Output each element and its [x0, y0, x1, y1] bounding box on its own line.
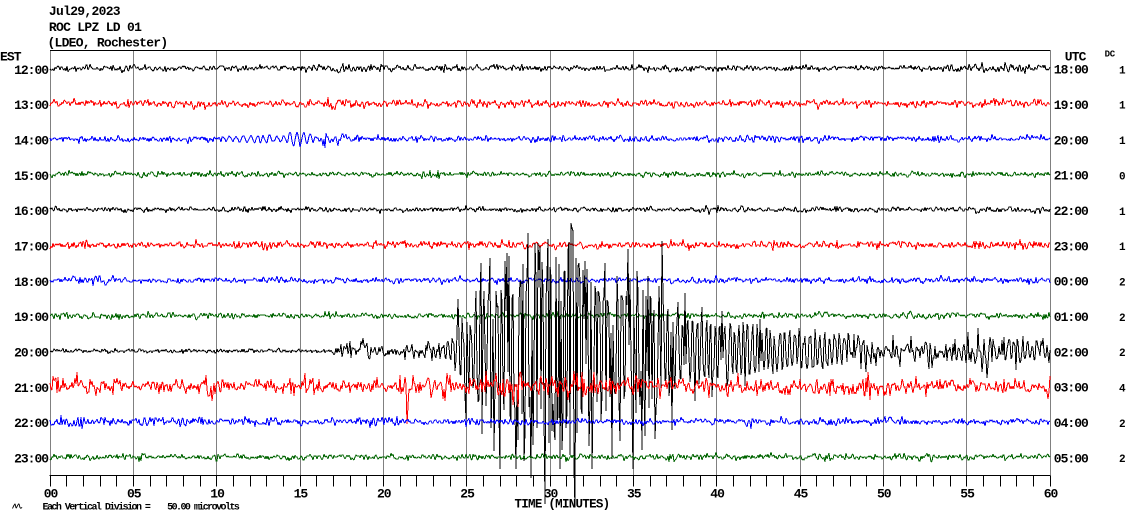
svg-text:EST: EST [0, 50, 22, 65]
svg-text:18:00: 18:00 [1054, 63, 1089, 78]
svg-text:UTC: UTC [1065, 49, 1087, 64]
svg-text:15:00: 15:00 [14, 169, 49, 184]
svg-text:Each Vertical Division = 50: Each Vertical Division = 50.00 microvolt… [43, 501, 240, 513]
svg-text:19:00: 19:00 [1054, 98, 1089, 113]
svg-text:12:00: 12:00 [14, 63, 49, 78]
svg-text:14:00: 14:00 [14, 134, 49, 149]
svg-text:55: 55 [960, 486, 975, 501]
svg-text:05: 05 [127, 486, 142, 501]
svg-text:1: 1 [1119, 136, 1126, 148]
svg-text:1: 1 [1119, 65, 1126, 77]
svg-text:23:00: 23:00 [14, 452, 49, 467]
svg-text:18:00: 18:00 [14, 275, 49, 290]
svg-text:17:00: 17:00 [14, 240, 49, 255]
svg-text:35: 35 [627, 486, 642, 501]
svg-text:1: 1 [1119, 101, 1126, 113]
svg-text:2: 2 [1119, 454, 1126, 466]
svg-text:DC: DC [1105, 50, 1116, 60]
svg-text:05:00: 05:00 [1054, 451, 1089, 466]
svg-text:21:00: 21:00 [14, 381, 49, 396]
svg-text:20:00: 20:00 [14, 346, 49, 361]
svg-text:4: 4 [1119, 384, 1126, 396]
svg-text:02:00: 02:00 [1054, 345, 1089, 360]
svg-text:16:00: 16:00 [14, 204, 49, 219]
svg-text:25: 25 [460, 486, 475, 501]
svg-text:04:00: 04:00 [1054, 416, 1089, 431]
svg-text:(LDEO, Rochester): (LDEO, Rochester) [48, 35, 168, 50]
svg-text:19:00: 19:00 [14, 310, 49, 325]
svg-text:22:00: 22:00 [1054, 204, 1089, 219]
svg-text:1: 1 [1119, 242, 1126, 254]
svg-text:50: 50 [877, 486, 892, 501]
svg-text:15: 15 [294, 486, 309, 501]
svg-text:1: 1 [1119, 207, 1126, 219]
svg-text:00:00: 00:00 [1054, 275, 1089, 290]
svg-text:03:00: 03:00 [1054, 381, 1089, 396]
svg-text:45: 45 [794, 486, 809, 501]
svg-text:22:00: 22:00 [14, 416, 49, 431]
svg-text:00: 00 [44, 486, 59, 501]
svg-text:2: 2 [1119, 313, 1126, 325]
svg-text:Jul29,2023: Jul29,2023 [49, 4, 121, 19]
svg-text:30: 30 [544, 486, 559, 501]
svg-text:10: 10 [210, 486, 225, 501]
svg-text:23:00: 23:00 [1054, 239, 1089, 254]
svg-text:0: 0 [1119, 171, 1126, 183]
svg-text:2: 2 [1119, 348, 1126, 360]
svg-text:TIME (MINUTES): TIME (MINUTES) [515, 497, 610, 511]
svg-text:2: 2 [1119, 278, 1126, 290]
svg-text:01:00: 01:00 [1054, 310, 1089, 325]
svg-text:ROC LPZ LD 01: ROC LPZ LD 01 [49, 20, 142, 35]
svg-text:13:00: 13:00 [14, 98, 49, 113]
svg-text:40: 40 [710, 486, 725, 501]
svg-text:20: 20 [377, 486, 392, 501]
svg-text:21:00: 21:00 [1054, 169, 1089, 184]
svg-text:60: 60 [1044, 486, 1059, 501]
svg-text:2: 2 [1119, 419, 1126, 431]
svg-text:20:00: 20:00 [1054, 133, 1089, 148]
